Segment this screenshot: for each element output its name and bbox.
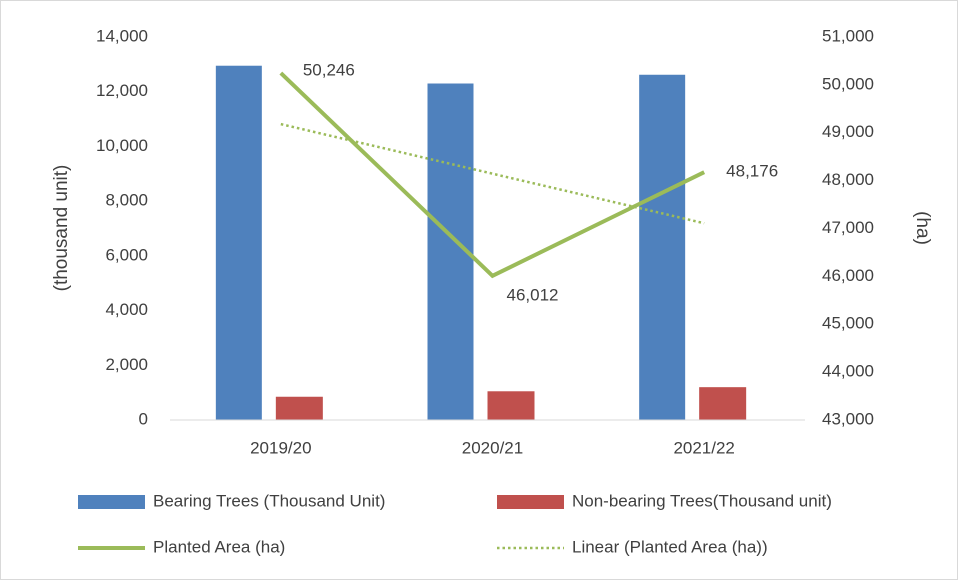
legend-label: Linear (Planted Area (ha)) [572, 537, 768, 556]
y2-tick-label: 43,000 [822, 409, 874, 428]
y2-tick-label: 48,000 [822, 170, 874, 189]
y-tick-label: 8,000 [105, 191, 148, 210]
legend-label: Non-bearing Trees(Thousand unit) [572, 491, 832, 510]
y-tick-label: 14,000 [96, 26, 148, 45]
y-tick-label: 2,000 [105, 355, 148, 374]
y-tick-label: 10,000 [96, 136, 148, 155]
legend-label: Planted Area (ha) [153, 537, 285, 556]
data-label: 50,246 [303, 61, 355, 80]
data-label: 48,176 [726, 162, 778, 181]
x-tick-label: 2019/20 [250, 438, 311, 457]
y2-tick-label: 46,000 [822, 266, 874, 285]
legend-swatch [78, 495, 145, 509]
data-label: 46,012 [507, 285, 559, 304]
y-tick-label: 4,000 [105, 300, 148, 319]
y2-tick-label: 44,000 [822, 362, 874, 381]
bar [215, 65, 262, 420]
x-tick-label: 2021/22 [673, 438, 734, 457]
legend-label: Bearing Trees (Thousand Unit) [153, 491, 385, 510]
y2-axis-title: (ha) [912, 211, 933, 245]
y2-tick-label: 51,000 [822, 26, 874, 45]
y2-tick-label: 49,000 [822, 122, 874, 141]
legend-swatch [497, 495, 564, 509]
bar [699, 387, 747, 420]
y2-tick-label: 45,000 [822, 314, 874, 333]
y-axis-title: (thousand unit) [51, 165, 72, 292]
bar [275, 396, 323, 420]
y-tick-label: 12,000 [96, 81, 148, 100]
x-tick-label: 2020/21 [462, 438, 523, 457]
bar [487, 391, 535, 420]
trendline [280, 122, 705, 225]
y2-tick-label: 50,000 [822, 74, 874, 93]
y2-tick-label: 47,000 [822, 218, 874, 237]
y-tick-label: 0 [139, 409, 148, 428]
y-tick-label: 6,000 [105, 245, 148, 264]
bar [639, 74, 686, 420]
